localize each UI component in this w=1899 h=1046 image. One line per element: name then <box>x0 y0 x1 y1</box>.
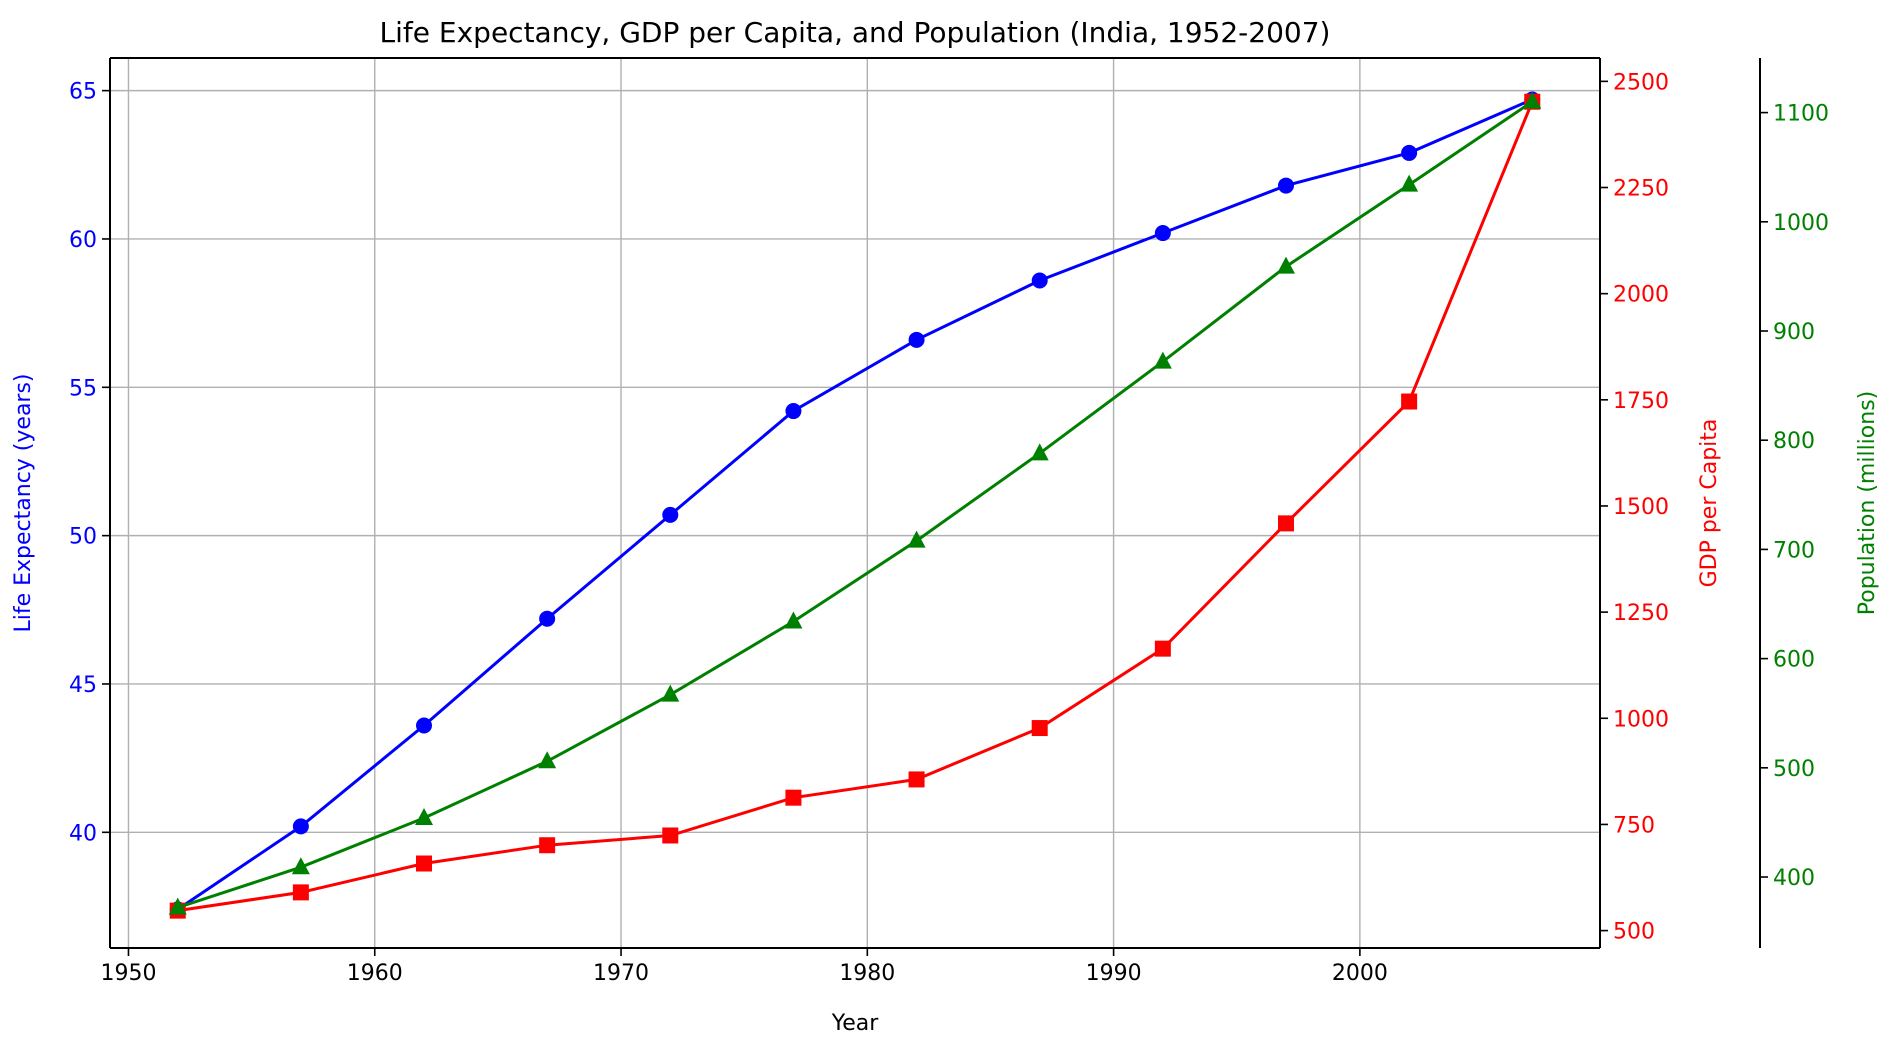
x-tick-label: 2000 <box>1332 961 1388 986</box>
point-life <box>292 818 309 835</box>
y-tick-label-pop: 600 <box>1773 648 1815 673</box>
series-line-gdp <box>177 101 1534 913</box>
y-tick-label-life: 55 <box>69 376 97 401</box>
point-pop <box>1523 91 1542 109</box>
y-axis-label-life: Life Expectancy (years) <box>11 373 36 632</box>
point-life <box>1401 144 1418 161</box>
series-line-life <box>176 98 1533 911</box>
point-life <box>1277 177 1294 194</box>
series-layer <box>168 91 1542 919</box>
point-pop <box>538 751 557 769</box>
y-tick-label-gdp: 2000 <box>1613 283 1669 308</box>
point-life <box>662 506 679 523</box>
point-life <box>785 403 802 420</box>
point-gdp <box>908 771 925 788</box>
y-axis-label-pop: Population (millions) <box>1855 391 1880 616</box>
point-gdp <box>292 884 309 901</box>
point-pop <box>1276 256 1295 274</box>
y-tick-label-gdp: 2500 <box>1613 70 1669 95</box>
point-life <box>1154 225 1171 242</box>
point-life <box>539 610 556 627</box>
x-tick-label: 1970 <box>593 961 649 986</box>
y-axis-label-gdp: GDP per Capita <box>1697 419 1722 588</box>
point-pop <box>1153 351 1172 369</box>
y-tick-label-life: 50 <box>69 525 97 550</box>
axes-layer: 1950 1960 1970 1980 1990 2000 40 45 50 55 60 65 Life… <box>11 57 1880 986</box>
point-gdp <box>1154 640 1171 657</box>
y-tick-label-gdp: 1500 <box>1613 495 1669 520</box>
point-gdp <box>662 827 679 844</box>
y-tick-label-pop: 700 <box>1773 538 1815 563</box>
y-tick-label-pop: 500 <box>1773 757 1815 782</box>
y-tick-label-life: 40 <box>69 821 97 846</box>
point-gdp <box>416 855 433 872</box>
y-tick-label-pop: 800 <box>1773 429 1815 454</box>
point-pop <box>661 684 680 702</box>
point-life <box>416 717 433 734</box>
point-gdp <box>785 789 802 806</box>
y-tick-label-pop: 400 <box>1773 866 1815 891</box>
x-tick-label: 1990 <box>1086 961 1142 986</box>
x-tick-label: 1980 <box>839 961 895 986</box>
series-line-pop <box>177 100 1534 910</box>
y-tick-label-gdp: 1000 <box>1613 707 1669 732</box>
grid <box>110 58 1600 948</box>
y-tick-label-gdp: 500 <box>1613 920 1655 945</box>
point-pop <box>168 897 187 915</box>
point-pop <box>291 857 310 875</box>
point-gdp <box>1277 515 1294 532</box>
y-tick-label-gdp: 2250 <box>1613 177 1669 202</box>
y-tick-label-pop: 1000 <box>1773 211 1829 236</box>
point-life <box>1031 272 1048 289</box>
y-tick-label-gdp: 1250 <box>1613 601 1669 626</box>
point-pop <box>1030 443 1049 461</box>
point-life <box>908 331 925 348</box>
point-gdp <box>1031 720 1048 737</box>
point-pop <box>415 808 434 826</box>
y-tick-label-pop: 1100 <box>1773 102 1829 127</box>
x-tick-label: 1960 <box>347 961 403 986</box>
x-axis-label: Year <box>831 1011 880 1036</box>
y-tick-label-pop: 900 <box>1773 320 1815 345</box>
point-gdp <box>539 837 556 854</box>
y-tick-label-life: 65 <box>69 80 97 105</box>
y-tick-label-gdp: 750 <box>1613 813 1655 838</box>
point-pop <box>784 611 803 629</box>
point-pop <box>907 530 926 548</box>
chart-title: Life Expectancy, GDP per Capita, and Pop… <box>380 16 1331 49</box>
y-tick-label-life: 45 <box>69 673 97 698</box>
y-tick-label-gdp: 1750 <box>1613 389 1669 414</box>
point-gdp <box>1401 393 1418 410</box>
x-tick-label: 1950 <box>100 961 156 986</box>
point-pop <box>1400 174 1419 192</box>
y-tick-label-life: 60 <box>69 228 97 253</box>
